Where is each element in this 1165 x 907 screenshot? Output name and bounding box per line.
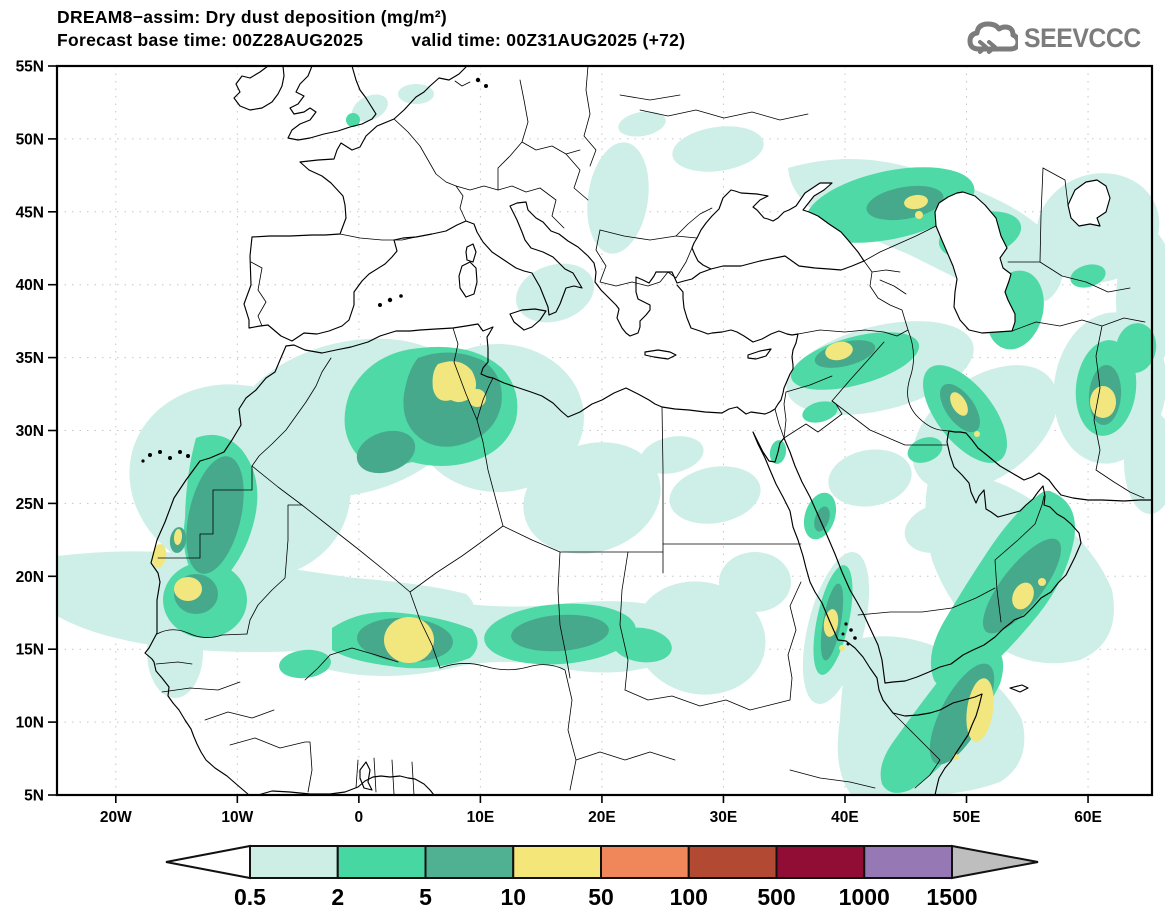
lat-tick-label: 30N: [16, 423, 44, 440]
lon-tick-label: 30E: [710, 809, 738, 826]
country-borders: [155, 65, 1146, 796]
page-title: DREAM8−assim: Dry dust deposition (mg/m²…: [57, 7, 448, 27]
logo: SEEVCCC: [966, 18, 1151, 58]
island-sardinia: [458, 261, 478, 298]
denmark-islands: [475, 77, 488, 88]
coast-gulf-of-guinea: [257, 775, 435, 796]
lat-tick-label: 40N: [16, 277, 44, 294]
colorbar-level-label: 100: [670, 884, 708, 907]
aral-sea: [1067, 179, 1111, 227]
lon-tick-label: 20W: [100, 809, 132, 826]
colorbar-legend: 0.5 2 5 10 50 100 500 1000 1500: [165, 844, 1039, 907]
lon-tick-label: 50E: [953, 809, 981, 826]
lat-tick-label: 45N: [16, 204, 44, 221]
dahlak-islands: [841, 622, 857, 646]
island-crete: [644, 349, 677, 360]
colorbar-segment: [512, 845, 602, 879]
lon-tick-label: 60E: [1074, 809, 1102, 826]
lat-tick-label: 25N: [16, 496, 44, 513]
colorbar-level-label: 5: [419, 884, 432, 907]
colorbar-segment: [687, 845, 778, 879]
colorbar-level-label: 500: [757, 884, 795, 907]
title-block: DREAM8−assim: Dry dust deposition (mg/m²…: [57, 6, 685, 52]
lat-tick-label: 5N: [24, 788, 44, 805]
colorbar-right-arrow: [951, 844, 1039, 880]
lat-tick-label: 20N: [16, 569, 44, 586]
colorbar-level-label: 50: [588, 884, 614, 907]
valid-time: valid time: 00Z31AUG2025 (+72): [411, 30, 686, 51]
lat-tick-label: 15N: [16, 642, 44, 659]
lon-tick-label: 40E: [831, 809, 859, 826]
black-sea: [691, 182, 865, 271]
lat-tick-label: 55N: [16, 59, 44, 76]
lat-tick-label: 10N: [16, 715, 44, 732]
colorbar-level-label: 1500: [926, 884, 977, 907]
island-sicily: [509, 308, 547, 331]
coast-ireland: [233, 65, 285, 111]
island-socotra: [1009, 684, 1029, 693]
coast-africa-atlantic: [144, 345, 287, 796]
island-corsica: [465, 243, 477, 263]
lon-tick-label: 10E: [467, 809, 495, 826]
colorbar-level-label: 2: [331, 884, 344, 907]
lake-volta: [359, 761, 373, 791]
logo-text: SEEVCCC: [1023, 22, 1141, 53]
colorbar-segment: [863, 845, 953, 879]
coastlines: [141, 65, 1153, 796]
colorbar-left-arrow: [165, 844, 251, 880]
balearic-islands: [378, 294, 403, 307]
lat-tick-label: 50N: [16, 131, 44, 148]
coast-mediterranean-south: [285, 284, 799, 418]
colorbar-level-label: 1000: [839, 884, 890, 907]
lon-tick-label: 0: [355, 809, 364, 826]
colorbar-segment: [249, 845, 339, 879]
colorbar-segment: [600, 845, 690, 879]
subtitle: Forecast base time: 00Z28AUG2025 valid ti…: [57, 29, 685, 52]
forecast-base-time: Forecast base time: 00Z28AUG2025: [57, 30, 364, 51]
caspian-sea: [934, 191, 1016, 334]
colorbar-segment: [336, 845, 427, 879]
lon-tick-label: 20E: [588, 809, 616, 826]
island-cyprus: [747, 348, 772, 360]
coast-great-britain: [287, 65, 377, 141]
coast-europe: [243, 65, 712, 342]
axes: 55N 50N 45N 40N 35N 30N 25N 20N 15N 10N 5N 20W 10W 0 1…: [16, 59, 1102, 827]
coast-redsea-arabia-indian: [752, 430, 1153, 796]
colorbar-level-label: 0.5: [234, 884, 266, 907]
colorbar-segment: [775, 845, 866, 879]
lon-tick-label: 10W: [221, 809, 253, 826]
canary-islands: [141, 450, 190, 463]
lat-tick-label: 35N: [16, 350, 44, 367]
colorbar-segment: [424, 845, 515, 879]
colorbar-level-label: 10: [500, 884, 526, 907]
cloud-icon: [967, 21, 1018, 54]
dust-band-10-50: [151, 194, 1116, 760]
inland-seas: [691, 179, 1111, 334]
